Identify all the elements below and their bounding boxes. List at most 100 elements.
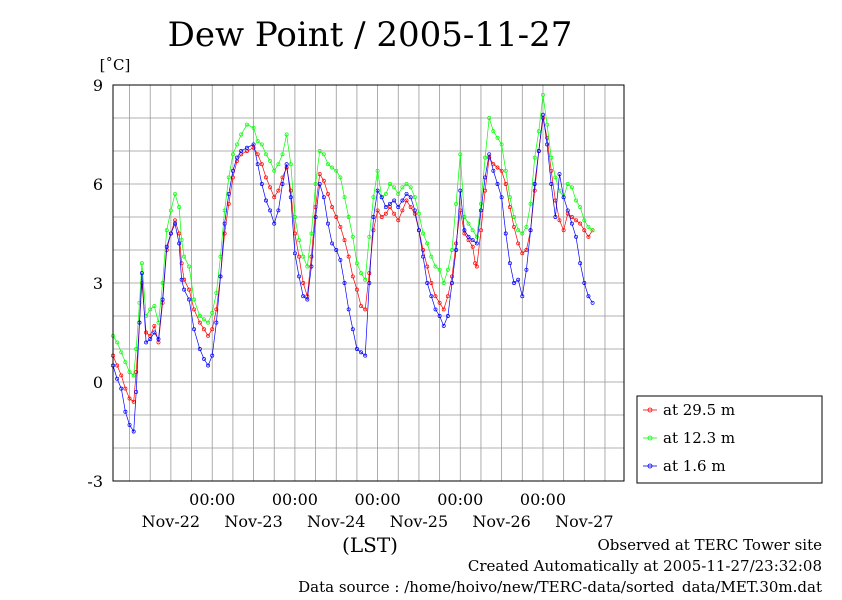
series-point	[338, 257, 343, 262]
series-point	[416, 211, 421, 216]
series-line	[112, 94, 593, 377]
legend-swatch-marker	[647, 407, 653, 413]
series-point	[586, 294, 591, 299]
series-point	[187, 264, 192, 269]
legend-label: at 12.3 m	[663, 429, 735, 447]
series-point	[164, 228, 169, 233]
series-point	[292, 251, 297, 256]
x-tick-labels: 00:00 00:00 00:00 00:00 00:00 Nov-22 Nov-23 Nov…	[142, 490, 614, 531]
series-point	[230, 175, 235, 180]
series-point	[301, 294, 306, 299]
series-point	[239, 132, 244, 137]
series-point	[272, 221, 277, 226]
series-point	[148, 307, 153, 312]
series-point	[408, 195, 413, 200]
series-point	[371, 228, 376, 233]
series-point	[454, 201, 459, 206]
series-point	[441, 281, 446, 285]
series-point	[569, 185, 574, 190]
series-point	[214, 290, 219, 295]
legend: at 29.5 m at 12.3 m at 1.6 m	[636, 395, 823, 484]
series-point	[115, 340, 120, 345]
series-point	[495, 182, 500, 186]
series-point	[396, 205, 401, 210]
series-point	[338, 224, 343, 229]
series-point	[313, 182, 318, 186]
series-point	[388, 201, 392, 206]
series-point	[528, 201, 533, 206]
series-point	[379, 195, 384, 200]
series-point	[379, 215, 384, 219]
series-point	[458, 152, 463, 157]
series-point	[371, 195, 376, 200]
series-point	[582, 228, 587, 233]
series-point	[148, 337, 153, 342]
series-point	[474, 241, 479, 246]
series-point	[321, 152, 326, 157]
series-point	[321, 195, 326, 200]
series-point	[276, 188, 281, 193]
series-point	[450, 248, 454, 252]
series-point	[437, 300, 442, 305]
series-point	[392, 198, 397, 203]
series-point	[330, 205, 335, 210]
series-point	[516, 228, 521, 233]
series-point	[404, 198, 409, 203]
series-point	[359, 350, 364, 355]
series-point	[507, 261, 512, 266]
series-point	[421, 248, 426, 252]
series-point	[507, 195, 512, 200]
series-point	[255, 152, 260, 157]
series-point	[346, 307, 351, 312]
series-point	[569, 215, 574, 219]
series-point	[473, 261, 478, 266]
x-date-label: Nov-24	[307, 512, 365, 531]
series-point	[474, 264, 479, 269]
x-date-label: Nov-22	[142, 512, 200, 531]
series-point	[301, 254, 306, 259]
y-tick-label: 0	[93, 373, 103, 392]
series-point	[288, 195, 293, 200]
series-point	[301, 281, 306, 285]
series-point	[268, 208, 273, 213]
footer-observed: Observed at TERC Tower site	[597, 536, 822, 554]
series-point	[235, 155, 239, 160]
series-lines	[111, 92, 595, 434]
series-point	[507, 205, 512, 210]
series-point	[445, 314, 450, 318]
series-point	[503, 182, 508, 186]
series-point	[553, 175, 558, 180]
series-point	[326, 162, 330, 167]
series-point	[408, 205, 413, 210]
series-point	[565, 208, 570, 213]
series-point	[284, 162, 289, 167]
series-point	[433, 307, 438, 312]
series-point	[182, 277, 187, 282]
series-point	[334, 248, 339, 252]
series-point	[532, 182, 537, 186]
x-tick-label: 00:00	[272, 490, 318, 509]
series-point	[202, 317, 206, 322]
series-point	[144, 330, 149, 335]
series-point	[197, 320, 202, 325]
series-point	[218, 274, 223, 279]
series-point	[160, 297, 165, 302]
series-point	[445, 294, 450, 299]
series-point	[474, 234, 479, 239]
series-point	[202, 356, 206, 361]
x-tick-label: 00:00	[355, 490, 401, 509]
series-point	[187, 287, 192, 292]
series-point	[392, 211, 397, 216]
series-point	[334, 215, 339, 219]
series-point	[245, 145, 249, 150]
series-point	[127, 396, 132, 401]
y-tick-label: 3	[93, 274, 103, 293]
series-point	[168, 208, 173, 213]
series-point	[210, 353, 215, 358]
series-point	[479, 228, 483, 233]
series-point	[297, 254, 301, 259]
series-point	[524, 224, 529, 229]
series-point	[119, 386, 124, 391]
series-point	[371, 215, 376, 219]
series-point	[483, 155, 488, 160]
